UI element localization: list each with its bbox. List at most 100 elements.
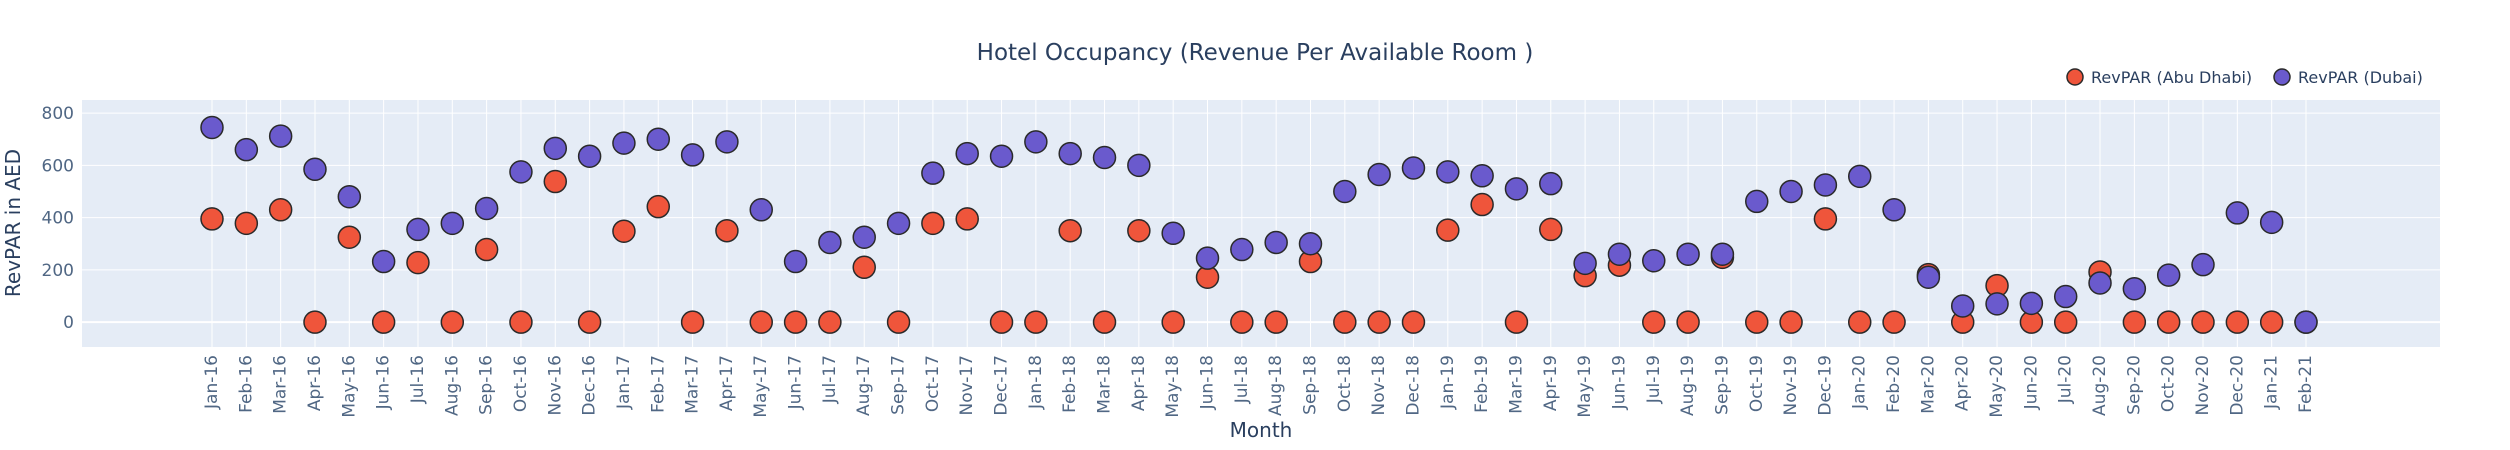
data-point[interactable] xyxy=(371,249,396,274)
data-point[interactable] xyxy=(1470,192,1494,217)
data-point[interactable] xyxy=(612,219,636,243)
data-point[interactable] xyxy=(268,124,293,148)
data-point[interactable] xyxy=(2088,271,2112,295)
data-point[interactable] xyxy=(921,161,945,185)
data-point[interactable] xyxy=(783,249,808,274)
data-point[interactable] xyxy=(1161,310,1185,334)
data-point[interactable] xyxy=(646,194,671,219)
data-point[interactable] xyxy=(337,184,362,209)
data-point[interactable] xyxy=(1642,248,1666,273)
data-point[interactable] xyxy=(612,131,636,155)
data-point[interactable] xyxy=(268,198,293,222)
data-point[interactable] xyxy=(1333,310,1357,334)
data-point[interactable] xyxy=(749,310,773,334)
data-point[interactable] xyxy=(818,230,842,255)
data-point[interactable] xyxy=(1607,242,1632,266)
data-point[interactable] xyxy=(1573,251,1597,276)
data-point[interactable] xyxy=(852,255,876,280)
data-point[interactable] xyxy=(1436,218,1460,242)
data-point[interactable] xyxy=(1642,310,1666,334)
data-point[interactable] xyxy=(2122,276,2147,301)
data-point[interactable] xyxy=(543,169,568,194)
data-point[interactable] xyxy=(2053,284,2078,309)
data-point[interactable] xyxy=(2294,310,2318,334)
data-point[interactable] xyxy=(955,141,979,166)
data-point[interactable] xyxy=(1916,265,1941,289)
data-point[interactable] xyxy=(852,225,876,249)
data-point[interactable] xyxy=(749,198,773,222)
data-point[interactable] xyxy=(1230,310,1254,334)
data-point[interactable] xyxy=(1676,242,1700,266)
data-point[interactable] xyxy=(2259,310,2284,334)
data-point[interactable] xyxy=(1058,218,1082,243)
data-point[interactable] xyxy=(577,310,602,334)
data-point[interactable] xyxy=(1504,177,1529,201)
data-point[interactable] xyxy=(886,211,911,236)
data-point[interactable] xyxy=(1127,153,1151,178)
data-point[interactable] xyxy=(1401,310,1426,334)
data-point[interactable] xyxy=(1161,221,1185,246)
data-point[interactable] xyxy=(1813,207,1838,231)
data-point[interactable] xyxy=(337,225,362,249)
data-point[interactable] xyxy=(2019,291,2044,316)
legend-item-dubai[interactable]: RevPAR (Dubai) xyxy=(2273,68,2423,87)
data-point[interactable] xyxy=(1950,294,1975,318)
data-point[interactable] xyxy=(1745,189,1769,214)
data-point[interactable] xyxy=(818,310,842,334)
data-point[interactable] xyxy=(1779,179,1803,204)
data-point[interactable] xyxy=(1024,130,1048,154)
data-point[interactable] xyxy=(1367,162,1391,187)
legend-item-abu-dhabi[interactable]: RevPAR (Abu Dhabi) xyxy=(2066,68,2252,87)
series-markers[interactable] xyxy=(200,115,2318,334)
data-point[interactable] xyxy=(1195,246,1220,270)
data-point[interactable] xyxy=(2191,252,2215,277)
data-point[interactable] xyxy=(1676,310,1700,334)
data-point[interactable] xyxy=(1092,145,1117,170)
data-point[interactable] xyxy=(921,211,945,236)
data-point[interactable] xyxy=(1745,310,1769,334)
data-point[interactable] xyxy=(1024,310,1048,334)
data-point[interactable] xyxy=(1504,310,1529,334)
data-point[interactable] xyxy=(1539,217,1563,242)
data-point[interactable] xyxy=(1882,198,1906,222)
data-point[interactable] xyxy=(1401,156,1426,180)
data-point[interactable] xyxy=(200,115,224,140)
data-point[interactable] xyxy=(886,310,911,334)
data-point[interactable] xyxy=(474,237,499,262)
data-point[interactable] xyxy=(2225,201,2250,225)
data-point[interactable] xyxy=(1436,160,1460,184)
data-point[interactable] xyxy=(2156,310,2181,334)
data-point[interactable] xyxy=(1058,141,1082,166)
data-point[interactable] xyxy=(1847,310,1872,334)
data-point[interactable] xyxy=(783,310,808,334)
data-point[interactable] xyxy=(715,218,739,243)
data-point[interactable] xyxy=(234,211,259,236)
data-point[interactable] xyxy=(2225,310,2250,334)
data-point[interactable] xyxy=(1264,310,1288,334)
data-point[interactable] xyxy=(440,211,465,236)
data-point[interactable] xyxy=(1127,218,1151,243)
data-point[interactable] xyxy=(1847,164,1872,189)
data-point[interactable] xyxy=(200,207,224,231)
data-point[interactable] xyxy=(1779,310,1803,334)
data-point[interactable] xyxy=(2053,310,2078,334)
data-point[interactable] xyxy=(577,144,602,168)
data-point[interactable] xyxy=(474,196,499,221)
data-point[interactable] xyxy=(1333,179,1357,204)
data-point[interactable] xyxy=(509,310,533,334)
data-point[interactable] xyxy=(1092,310,1117,334)
data-point[interactable] xyxy=(2259,210,2284,235)
data-point[interactable] xyxy=(646,127,671,151)
data-point[interactable] xyxy=(1298,232,1323,256)
data-point[interactable] xyxy=(1230,237,1254,262)
data-point[interactable] xyxy=(509,160,533,184)
data-point[interactable] xyxy=(440,310,465,334)
data-point[interactable] xyxy=(1985,292,2009,316)
data-point[interactable] xyxy=(543,136,568,161)
data-point[interactable] xyxy=(2122,310,2147,334)
data-point[interactable] xyxy=(715,130,739,154)
data-point[interactable] xyxy=(1264,230,1288,255)
data-point[interactable] xyxy=(680,143,705,167)
data-point[interactable] xyxy=(1367,310,1391,334)
data-point[interactable] xyxy=(1710,242,1735,266)
